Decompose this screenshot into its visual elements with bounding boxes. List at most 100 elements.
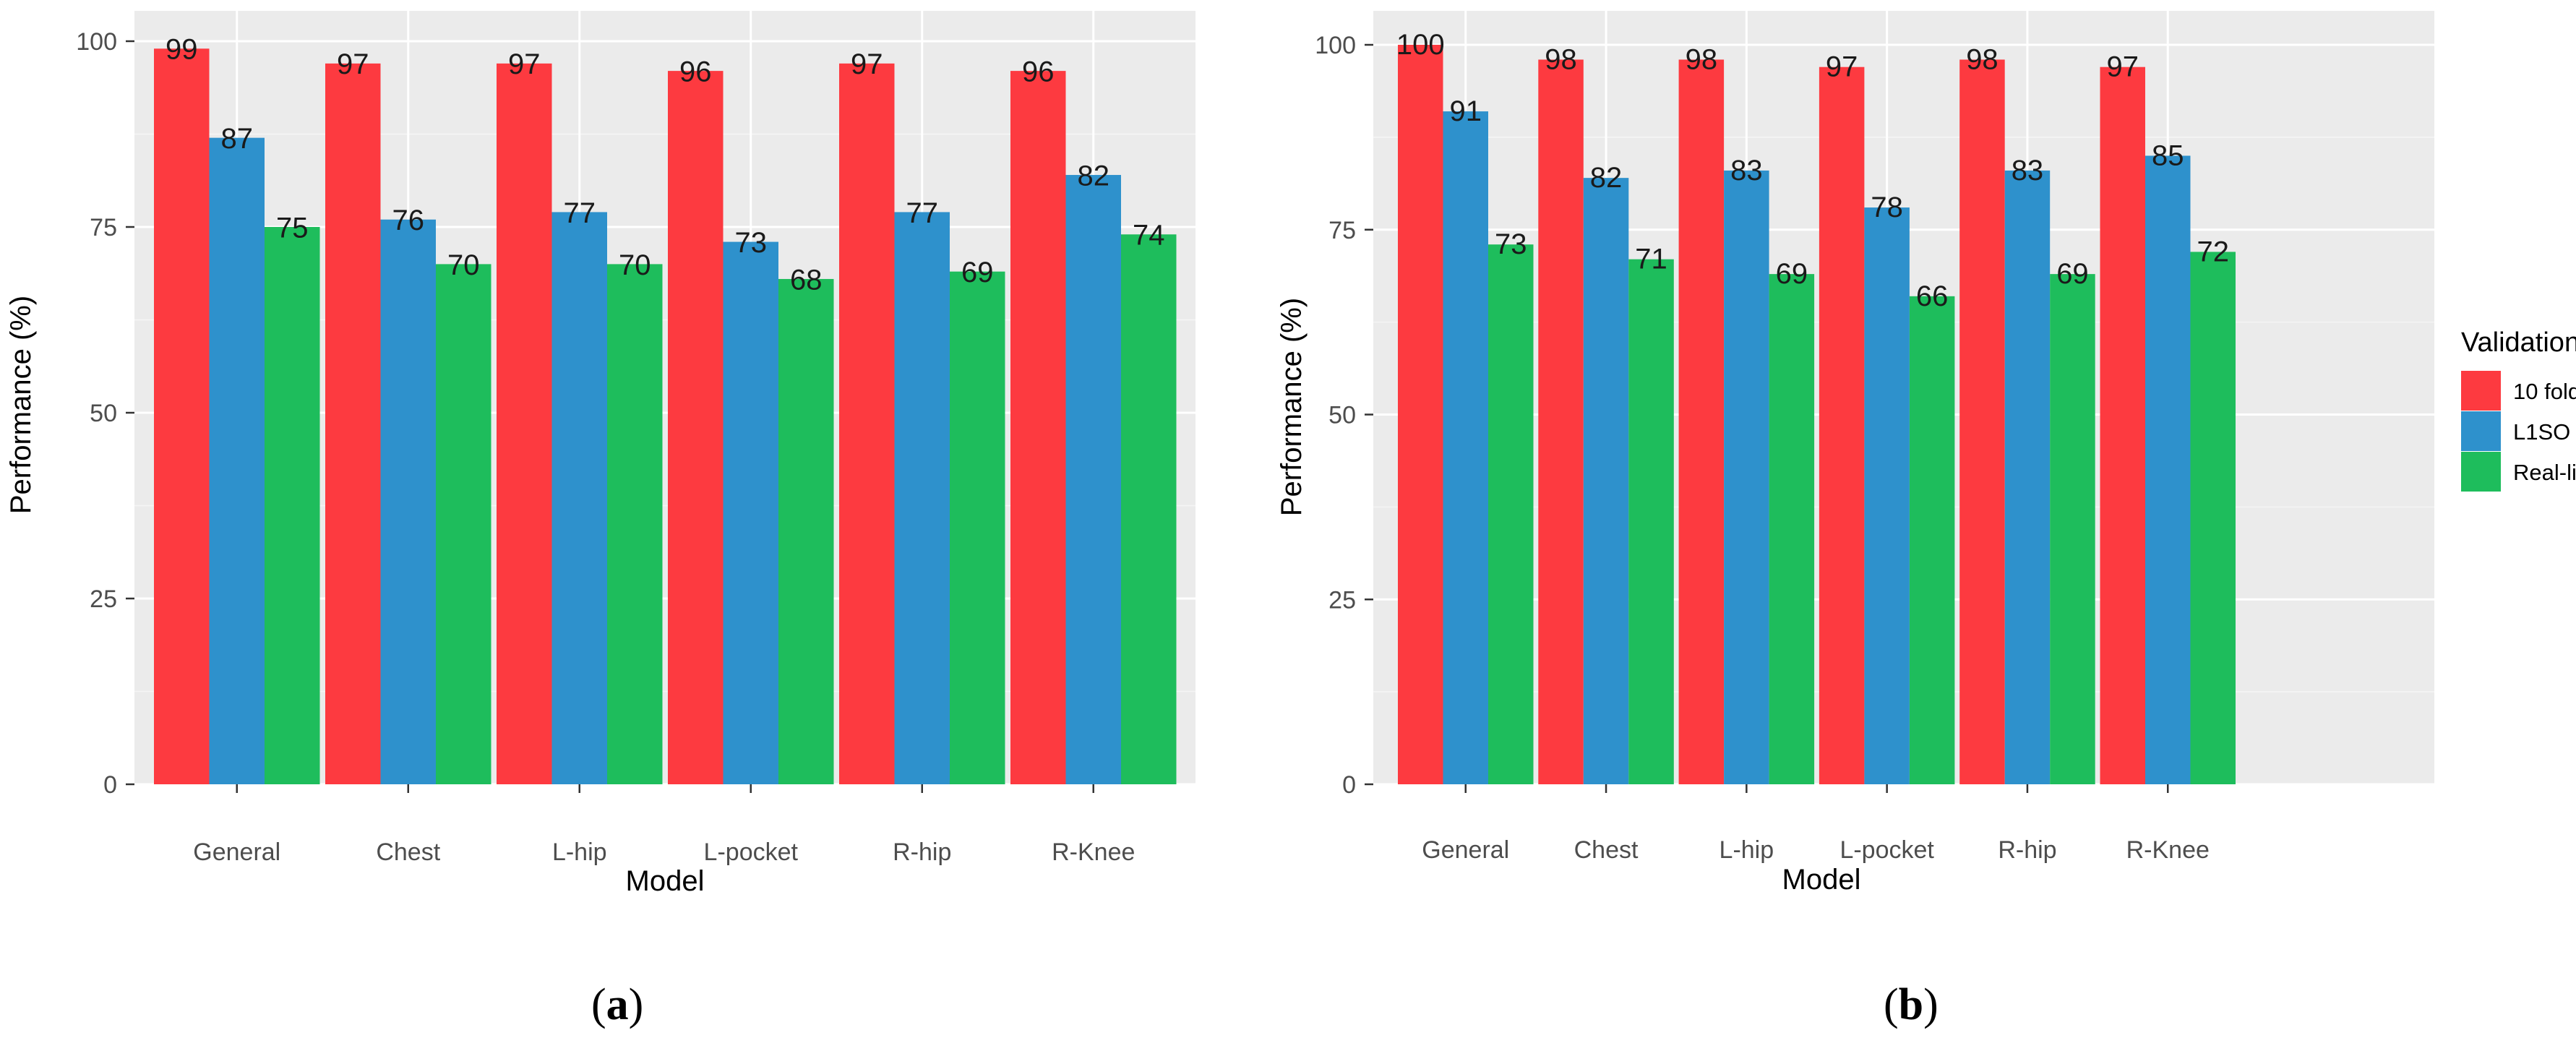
caption-a: (a) [591,980,643,1029]
legend-label-10-fold: 10 fold [2513,379,2576,404]
bar-general-10-fold [154,48,210,784]
value-label-l-pocket-real-life: 68 [790,264,823,296]
bar-general-l1so [209,137,265,784]
value-label-chest-10-fold: 98 [1545,43,1577,75]
y-tick-label: 25 [1328,586,1356,614]
value-label-l-pocket-real-life: 66 [1916,280,1949,312]
bar-r-hip-real-life [2050,274,2095,784]
y-axis-title-b: Performance (%) [1276,298,1308,516]
y-axis-title-a: Performance (%) [5,296,37,514]
caption-a-letter: a [606,980,629,1029]
bar-chest-l1so [1583,178,1629,784]
x-tick-label-r-hip: R-hip [1998,836,2056,864]
value-label-l-hip-real-life: 70 [619,249,651,281]
value-label-r-hip-real-life: 69 [2056,258,2089,290]
x-tick-label-general: General [193,838,280,866]
x-axis-title-b: Model [1782,864,1861,896]
bar-chest-real-life [436,264,491,784]
caption-b-close: ) [1923,980,1939,1029]
bar-r-hip-l1so [894,212,950,784]
y-tick-label: 100 [76,28,117,56]
legend-title: Validation method [2461,327,2576,358]
x-tick-label-r-knee: R-Knee [2126,836,2210,864]
bar-l-pocket-l1so [1864,207,1910,784]
value-label-r-knee-l1so: 82 [1078,160,1110,192]
bar-l-hip-l1so [1724,170,1769,784]
bar-l-pocket-real-life [778,278,834,785]
value-label-general-l1so: 87 [221,123,254,155]
x-tick-label-r-knee: R-Knee [1052,838,1135,866]
legend: Validation method 10 fold L1SO Real-life [2461,327,2576,492]
y-axis-b: 0 25 50 75 100 [1315,32,1373,799]
x-tick-label-r-hip: R-hip [893,838,951,866]
value-label-general-real-life: 73 [1495,228,1527,260]
bar-r-knee-l1so [2145,155,2191,784]
x-axis-a: General Chest L-hip L-pocket R-hip R-Knee [193,784,1135,866]
value-label-r-hip-10-fold: 98 [1966,43,1998,75]
value-label-l-hip-10-fold: 98 [1686,43,1718,75]
value-label-chest-l1so: 82 [1590,162,1623,194]
bar-general-real-life [265,227,320,784]
value-label-chest-real-life: 71 [1635,244,1667,275]
bar-r-hip-10-fold [839,63,895,785]
value-label-l-hip-l1so: 83 [1730,155,1763,186]
value-labels-b: 100 91 73 98 82 71 98 83 69 97 78 66 98 83 69 97 85 72 [1396,29,2229,312]
value-label-chest-real-life: 70 [447,249,480,281]
bar-chest-10-fold [1538,59,1584,784]
x-tick-label-l-hip: L-hip [552,838,607,866]
y-tick-label: 100 [1315,32,1356,59]
value-label-r-hip-l1so: 83 [2012,155,2044,186]
value-label-r-hip-10-fold: 97 [851,48,883,80]
value-label-general-10-fold: 99 [166,34,198,66]
value-label-l-hip-l1so: 77 [564,197,596,229]
y-tick-label: 0 [1342,771,1356,799]
caption-b-letter: b [1899,980,1923,1029]
y-tick-label: 50 [90,400,117,427]
legend-key-l1so [2461,411,2501,451]
value-label-l-pocket-l1so: 73 [735,227,768,259]
y-tick-label: 75 [1328,217,1356,244]
value-label-l-hip-10-fold: 97 [508,48,541,80]
y-tick-label: 75 [90,214,117,241]
y-tick-label: 0 [103,771,117,799]
legend-key-real-life [2461,452,2501,492]
value-labels-a: 99 87 75 97 76 70 97 77 70 96 73 68 97 77 69 96 82 74 [166,34,1165,296]
bar-general-real-life [1488,244,1534,785]
y-axis-a: 0 25 50 75 100 [76,28,134,799]
bar-l-pocket-real-life [1909,296,1955,784]
value-label-l-hip-real-life: 69 [1776,258,1808,290]
value-label-general-real-life: 75 [276,212,309,244]
bar-general-10-fold [1398,45,1443,784]
x-axis-b: General Chest L-hip L-pocket R-hip R-Knee [1422,784,2210,864]
chart-b: 100 91 73 98 82 71 98 83 69 97 78 66 98 83 69 97 85 72 0 2… [1276,11,2434,896]
bar-l-hip-real-life [1769,274,1815,784]
value-label-l-pocket-10-fold: 97 [1826,51,1858,83]
value-label-r-hip-l1so: 77 [906,197,939,229]
bar-l-pocket-10-fold [1819,67,1865,784]
y-tick-label: 25 [90,586,117,613]
caption-a-close: ) [629,980,644,1029]
value-label-r-knee-l1so: 85 [2152,140,2184,171]
value-label-r-knee-10-fold: 96 [1022,56,1055,88]
value-label-chest-10-fold: 97 [337,48,369,80]
bar-r-knee-10-fold [2100,67,2145,784]
bar-l-pocket-l1so [723,241,778,784]
chart-a: 99 87 75 97 76 70 97 77 70 96 73 68 97 77 69 96 82 74 0 25… [5,11,1195,897]
value-label-r-hip-real-life: 69 [961,257,994,288]
bar-l-pocket-10-fold [668,71,724,785]
value-label-r-knee-10-fold: 97 [2107,51,2139,83]
bar-r-hip-l1so [2004,170,2051,784]
caption-b-open: ( [1884,980,1899,1029]
bar-l-hip-10-fold [497,63,552,785]
bars-b [1398,45,2236,785]
x-tick-label-chest: Chest [376,838,440,866]
value-label-l-pocket-10-fold: 96 [679,56,712,88]
x-tick-label-l-pocket: L-pocket [1839,836,1934,864]
bar-chest-real-life [1628,259,1674,784]
value-label-general-l1so: 91 [1450,95,1482,127]
x-tick-label-l-hip: L-hip [1720,836,1774,864]
bar-l-hip-10-fold [1678,59,1725,784]
bar-general-l1so [1443,111,1488,784]
y-tick-label: 50 [1328,402,1356,429]
value-label-chest-l1so: 76 [392,205,425,236]
